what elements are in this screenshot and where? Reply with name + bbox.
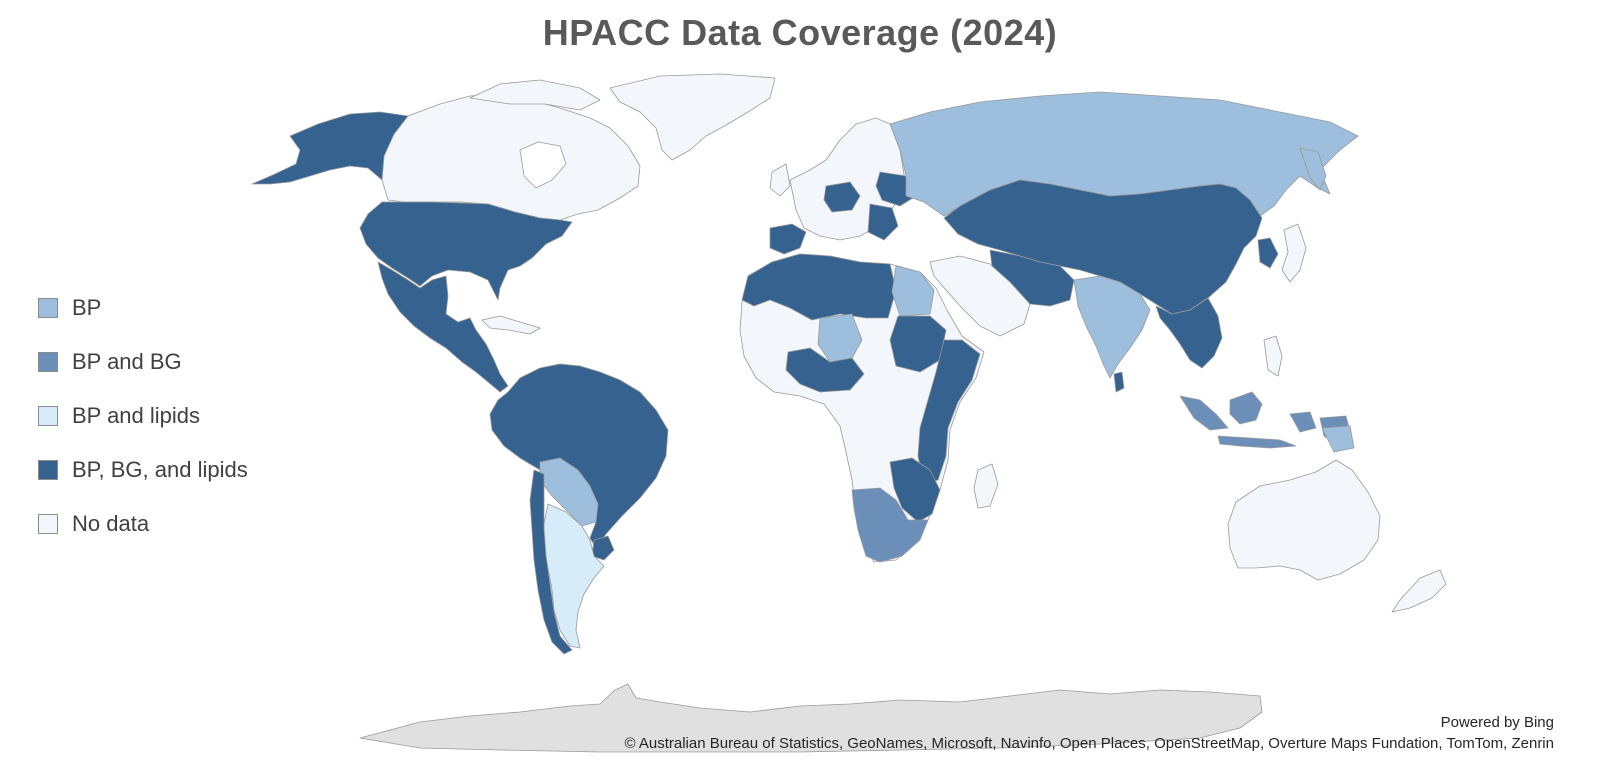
region-northern-south-america [489, 363, 669, 549]
region-hudson-bay [519, 141, 567, 189]
region-kamchatka [1299, 147, 1327, 191]
region-papua [1321, 425, 1355, 453]
legend-label-bp: BP [72, 295, 102, 320]
region-iberia [769, 223, 807, 255]
region-iran-group [989, 249, 1075, 307]
map-title: HPACC Data Coverage (2024) [542, 12, 1058, 53]
region-southern-africa-mid [889, 457, 941, 523]
region-korea [1257, 237, 1279, 269]
legend-item-no-data: No data [38, 506, 338, 542]
region-united-states [359, 201, 573, 301]
region-canada-islands [469, 79, 601, 111]
region-eastern-europe-group [823, 181, 861, 213]
region-bolivia-paraguay [539, 457, 599, 527]
region-chile [529, 469, 573, 655]
map-legend: BP BP and BG BP and lipids BP, BG, and l… [38, 290, 338, 560]
powered-by-text: Powered by Bing [1440, 714, 1554, 731]
region-madagascar [973, 463, 999, 509]
region-canada [381, 93, 641, 221]
region-north-africa-group [741, 253, 897, 321]
legend-swatch-bp-lipids [38, 406, 58, 426]
legend-item-bp-bg-lipids: BP, BG, and lipids [38, 452, 338, 488]
region-east-africa-group [917, 339, 981, 485]
region-mexico-central-america [377, 261, 509, 393]
legend-label-bp-bg: BP and BG [72, 349, 182, 374]
region-philippines [1263, 335, 1283, 377]
legend-swatch-bp-bg-lipids [38, 460, 58, 480]
region-namibia-south-africa [851, 487, 929, 563]
region-new-zealand [1391, 569, 1447, 613]
legend-item-bp-lipids: BP and lipids [38, 398, 338, 434]
region-balkans-group [867, 203, 899, 241]
region-southeast-asia [1155, 297, 1223, 369]
region-antarctica [359, 683, 1263, 753]
legend-swatch-bp-bg [38, 352, 58, 372]
legend-label-bp-bg-lipids: BP, BG, and lipids [72, 457, 248, 482]
legend-swatch-bp [38, 298, 58, 318]
legend-label-bp-lipids: BP and lipids [72, 403, 201, 428]
region-india [1073, 275, 1151, 379]
region-middle-east [929, 255, 1031, 337]
region-west-africa-group [785, 347, 865, 393]
region-japan [1281, 223, 1307, 283]
legend-label-no-data: No data [72, 511, 150, 536]
region-uruguay [591, 535, 615, 561]
region-indonesia [1179, 391, 1353, 449]
region-australia [1227, 459, 1381, 581]
legend-item-bp-bg: BP and BG [38, 344, 338, 380]
region-egypt [891, 265, 935, 317]
legend-swatch-no-data [38, 514, 58, 534]
region-greenland [609, 73, 776, 161]
region-sudan-group [889, 315, 947, 373]
region-sri-lanka [1113, 371, 1125, 393]
region-alaska [251, 111, 409, 185]
region-uk [769, 163, 791, 197]
legend-item-bp: BP [38, 290, 338, 326]
region-caribbean [481, 315, 541, 335]
map-attribution: © Australian Bureau of Statistics, GeoNa… [624, 735, 1554, 752]
